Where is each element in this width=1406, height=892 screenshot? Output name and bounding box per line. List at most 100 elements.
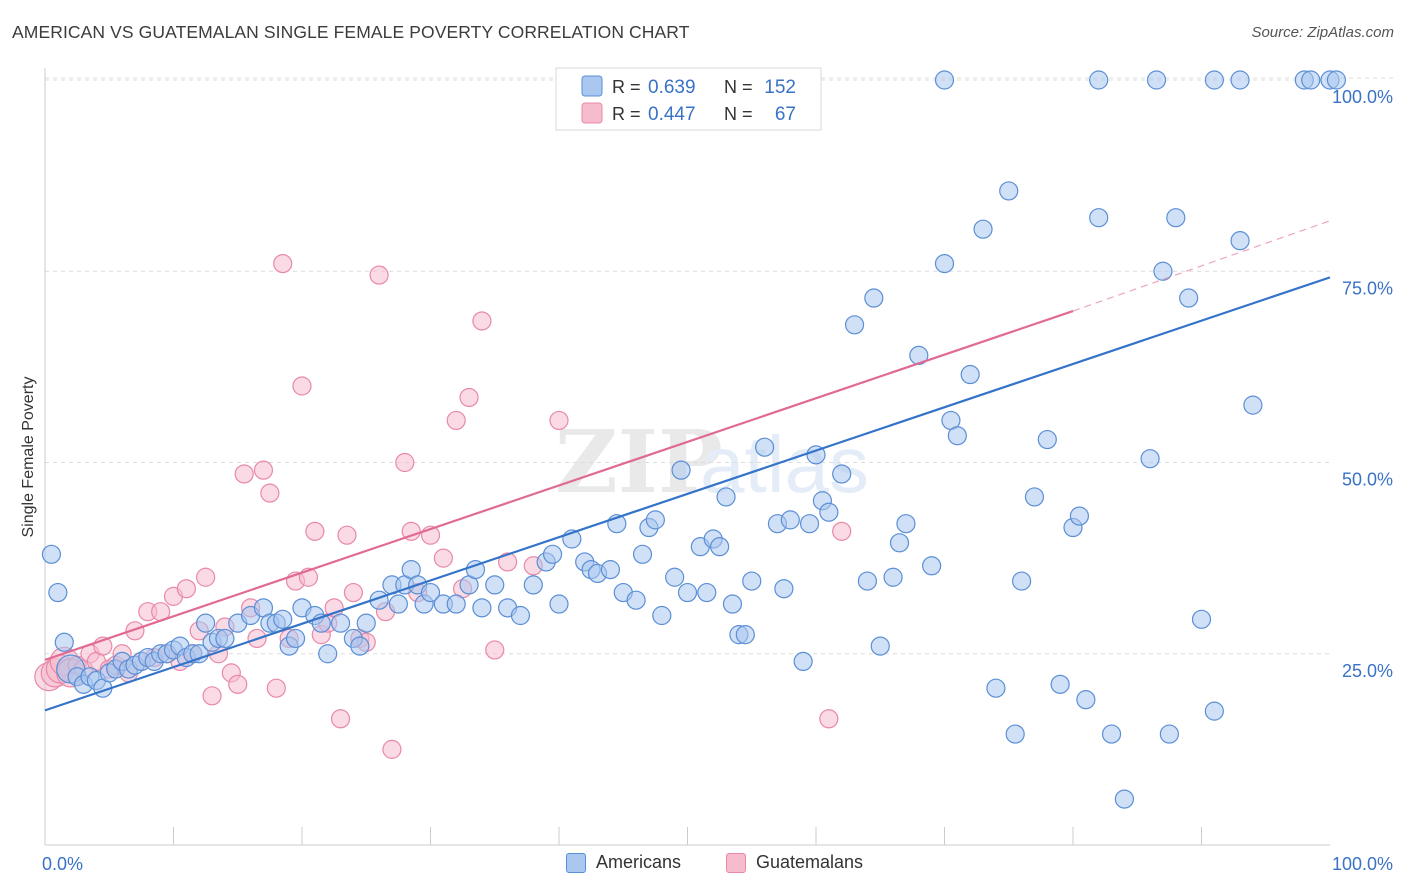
americans-point-122 bbox=[1089, 208, 1109, 228]
legend-r-label-guatemalans: R = bbox=[612, 104, 641, 124]
tick-labels: 25.0% 50.0% 75.0% 100.0% 0.0% 100.0% bbox=[42, 87, 1393, 874]
americans-point-76 bbox=[665, 567, 685, 587]
americans-point-97 bbox=[832, 464, 852, 484]
gridlines bbox=[45, 77, 1395, 655]
guatemalans-point-59 bbox=[446, 410, 466, 431]
americans-point-94 bbox=[806, 445, 826, 465]
americans-point-57 bbox=[485, 575, 505, 595]
americans-point-132 bbox=[1230, 231, 1250, 251]
guatemalans-point-58 bbox=[433, 548, 453, 568]
americans-swatch bbox=[566, 852, 586, 873]
guatemalans-point-31 bbox=[234, 464, 254, 484]
americans-point-136 bbox=[1089, 70, 1109, 90]
legend-top: R = 0.639 N = 152 R = 0.447 N = 67 bbox=[555, 67, 822, 131]
americans-point-27 bbox=[215, 628, 235, 649]
y-tick-label-1: 50.0% bbox=[1342, 470, 1393, 490]
guatemalans-label: Guatemalans bbox=[756, 852, 864, 872]
y-axis-label: Single Female Poverty bbox=[20, 377, 37, 538]
americans-point-72 bbox=[632, 544, 653, 564]
guatemalans-point-47 bbox=[337, 525, 357, 545]
guatemalans-point-40 bbox=[292, 376, 312, 396]
americans-point-113 bbox=[999, 181, 1019, 201]
trend-lines bbox=[44, 220, 1331, 712]
guatemalans-point-35 bbox=[260, 483, 280, 503]
y-tick-label-3: 100.0% bbox=[1332, 87, 1393, 107]
legend-swatch-americans bbox=[581, 75, 603, 97]
americans-point-143 bbox=[1326, 70, 1347, 90]
guatemalans-swatch bbox=[726, 852, 746, 873]
guatemalans-trend-line bbox=[44, 309, 1074, 661]
americans-point-56 bbox=[472, 598, 492, 618]
americans-point-129 bbox=[1179, 288, 1199, 308]
americans-point-74 bbox=[645, 510, 665, 530]
americans-point-107 bbox=[934, 254, 955, 274]
americans-point-0 bbox=[41, 544, 62, 564]
americans-point-128 bbox=[1166, 208, 1186, 228]
americans-point-91 bbox=[780, 510, 800, 530]
americans-point-33 bbox=[273, 609, 293, 629]
americans-point-125 bbox=[1140, 449, 1160, 469]
americans-point-115 bbox=[1011, 571, 1032, 591]
americans-point-60 bbox=[523, 575, 543, 595]
americans-point-124 bbox=[1114, 789, 1135, 809]
americans-point-92 bbox=[793, 651, 813, 672]
legend-item-guatemalans[interactable]: Guatemalans bbox=[726, 852, 863, 873]
americans-point-90 bbox=[774, 579, 794, 599]
americans-point-131 bbox=[1204, 701, 1224, 721]
americans-point-88 bbox=[754, 437, 775, 457]
legend-swatch-guatemalans bbox=[581, 102, 603, 124]
legend-n-label-guatemalans: N = bbox=[724, 104, 753, 124]
guatemalans-point-51 bbox=[369, 265, 389, 285]
americans-point-118 bbox=[1050, 674, 1070, 694]
americans-point-71 bbox=[626, 590, 646, 610]
americans-point-123 bbox=[1101, 724, 1122, 744]
legend-n-value-guatemalans: 67 bbox=[775, 104, 796, 125]
legend-n-value-americans: 152 bbox=[764, 77, 796, 98]
americans-point-55 bbox=[465, 559, 486, 580]
guatemalans-point-63 bbox=[485, 640, 505, 660]
americans-point-24 bbox=[196, 613, 216, 633]
guatemalans-point-42 bbox=[305, 521, 325, 541]
guatemalans-point-22 bbox=[176, 579, 196, 599]
americans-point-126 bbox=[1153, 261, 1173, 281]
americans-point-139 bbox=[1230, 70, 1250, 90]
americans-points bbox=[41, 70, 1347, 809]
americans-point-35 bbox=[285, 628, 306, 649]
americans-point-77 bbox=[671, 460, 691, 480]
legend-item-americans[interactable]: Americans bbox=[566, 852, 681, 873]
legend-n-label-americans: N = bbox=[724, 77, 753, 97]
americans-point-130 bbox=[1191, 609, 1212, 629]
guatemalans-point-53 bbox=[382, 739, 402, 759]
americans-point-96 bbox=[819, 502, 839, 522]
americans-point-75 bbox=[652, 605, 672, 626]
legend-bottom: Americans Guatemalans bbox=[0, 852, 1406, 878]
americans-point-87 bbox=[742, 571, 762, 591]
americans-point-83 bbox=[716, 487, 736, 507]
legend-r-value-americans: 0.639 bbox=[648, 77, 696, 98]
guatemalans-point-66 bbox=[549, 410, 569, 431]
y-tick-label-0: 25.0% bbox=[1342, 661, 1393, 681]
americans-point-104 bbox=[896, 514, 916, 534]
americans-point-101 bbox=[870, 636, 890, 656]
americans-trend-line bbox=[44, 276, 1331, 712]
americans-point-46 bbox=[388, 594, 408, 614]
guatemalans-point-54 bbox=[395, 452, 415, 473]
guatemalans-point-26 bbox=[202, 686, 222, 706]
guatemalans-point-55 bbox=[401, 521, 421, 541]
americans-point-127 bbox=[1159, 724, 1179, 744]
americans-point-114 bbox=[1005, 724, 1025, 744]
chart-title: AMERICAN VS GUATEMALAN SINGLE FEMALE POV… bbox=[12, 22, 690, 42]
americans-point-102 bbox=[883, 567, 903, 587]
americans-point-117 bbox=[1037, 429, 1057, 450]
americans-point-78 bbox=[677, 582, 698, 603]
americans-point-116 bbox=[1024, 487, 1045, 507]
legend-r-label-americans: R = bbox=[612, 77, 641, 97]
guatemalans-point-14 bbox=[125, 621, 145, 641]
americans-point-138 bbox=[1204, 70, 1224, 90]
americans-point-112 bbox=[986, 678, 1006, 698]
americans-point-100 bbox=[864, 288, 884, 308]
guatemalans-point-68 bbox=[819, 709, 839, 729]
guatemalans-point-69 bbox=[832, 521, 852, 541]
americans-point-40 bbox=[330, 613, 351, 633]
